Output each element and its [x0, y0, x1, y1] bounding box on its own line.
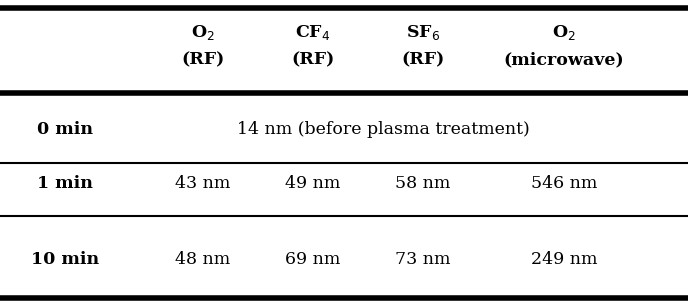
- Text: 49 nm: 49 nm: [286, 174, 341, 192]
- Text: (RF): (RF): [292, 51, 334, 69]
- Text: (microwave): (microwave): [504, 51, 625, 69]
- Text: 1 min: 1 min: [37, 174, 94, 192]
- Text: 546 nm: 546 nm: [531, 174, 597, 192]
- Text: 48 nm: 48 nm: [175, 252, 230, 268]
- Text: 14 nm (before plasma treatment): 14 nm (before plasma treatment): [237, 121, 530, 139]
- Text: 69 nm: 69 nm: [286, 252, 341, 268]
- Text: O$_2$: O$_2$: [191, 23, 215, 42]
- Text: 249 nm: 249 nm: [531, 252, 597, 268]
- Text: O$_2$: O$_2$: [552, 23, 576, 42]
- Text: 43 nm: 43 nm: [175, 174, 230, 192]
- Text: (RF): (RF): [402, 51, 444, 69]
- Text: 73 nm: 73 nm: [396, 252, 451, 268]
- Text: SF$_6$: SF$_6$: [406, 23, 440, 42]
- Text: 58 nm: 58 nm: [396, 174, 451, 192]
- Text: 0 min: 0 min: [37, 121, 94, 139]
- Text: CF$_4$: CF$_4$: [295, 23, 331, 42]
- Text: (RF): (RF): [182, 51, 224, 69]
- Text: 10 min: 10 min: [31, 252, 100, 268]
